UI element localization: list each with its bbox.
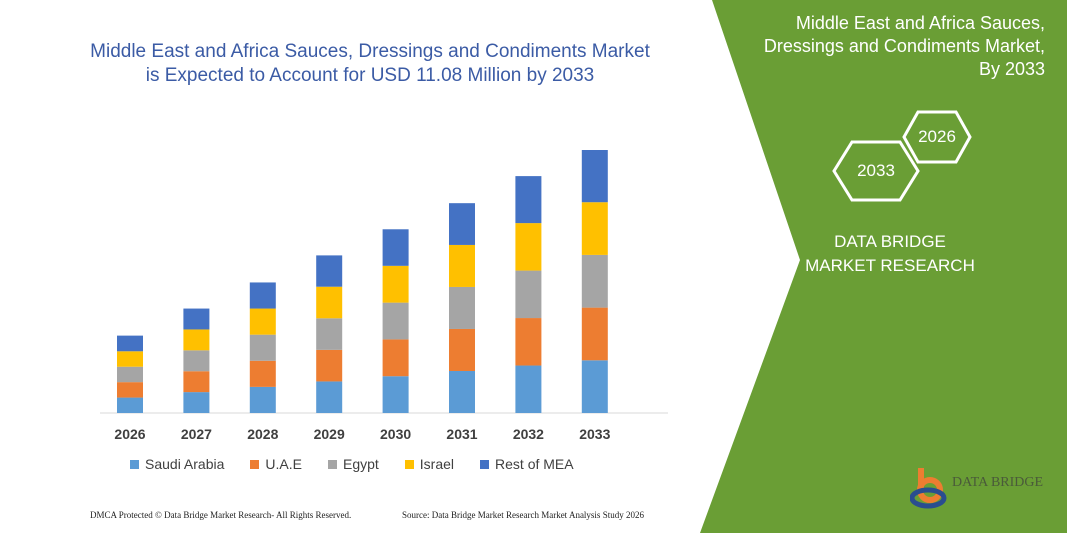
bar-segment-egypt-2028	[249, 334, 276, 361]
bar-segment-israel-2026	[117, 351, 143, 367]
legend-item: Israel	[404, 456, 454, 472]
bar-segment-egypt-2026	[117, 366, 143, 383]
footer-source: Source: Data Bridge Market Research Mark…	[402, 510, 644, 520]
x-tick-label: 2026	[114, 426, 146, 442]
bar-segment-rest-of-mea-2030	[382, 229, 409, 266]
bar-segment-u-a-e-2031	[449, 328, 475, 371]
brand-text: DATA BRIDGE MARKET RESEARCH	[805, 232, 975, 275]
bar-segment-u-a-e-2029	[316, 349, 343, 382]
bar-segment-israel-2031	[449, 244, 475, 287]
bar-segment-israel-2030	[382, 265, 409, 303]
x-tick-label: 2033	[579, 426, 611, 442]
bar-segment-saudi-arabia-2033	[581, 360, 608, 413]
bar-segment-saudi-arabia-2032	[515, 365, 542, 413]
bar-segment-saudi-arabia-2031	[449, 370, 475, 413]
x-tick-label: 2031	[446, 426, 478, 442]
logo-text: DATA BRIDGE	[952, 475, 1044, 490]
bar-segment-rest-of-mea-2033	[581, 150, 608, 203]
bar-segment-saudi-arabia-2026	[117, 397, 143, 413]
bar-segment-israel-2033	[581, 202, 608, 255]
bar-segment-israel-2027	[183, 329, 210, 351]
logo-icon	[910, 468, 947, 509]
bar-segment-u-a-e-2027	[183, 371, 210, 393]
bar-segment-saudi-arabia-2029	[316, 381, 343, 413]
bar-segment-egypt-2027	[183, 350, 210, 372]
legend: Saudi Arabia U.A.E Egypt Israel Rest of …	[130, 456, 574, 472]
bar-segment-rest-of-mea-2029	[316, 255, 343, 287]
chart-title: Middle East and Africa Sauces, Dressings…	[90, 41, 650, 86]
bar-segment-saudi-arabia-2030	[382, 376, 409, 413]
bar-segment-egypt-2033	[581, 254, 608, 308]
legend-item: Egypt	[327, 456, 379, 472]
hexagon-2026: 2026	[902, 110, 972, 164]
bar-segment-u-a-e-2033	[581, 307, 608, 361]
x-tick-label: 2030	[380, 426, 412, 442]
hex-label: 2026	[918, 127, 956, 146]
bar-segment-egypt-2030	[382, 302, 409, 340]
hex-label: 2033	[857, 161, 895, 180]
bar-segment-rest-of-mea-2031	[449, 203, 475, 245]
green-panel	[700, 0, 1067, 533]
legend-item: Saudi Arabia	[130, 456, 224, 472]
bar-segment-u-a-e-2030	[382, 339, 409, 377]
bar-segment-u-a-e-2032	[515, 318, 542, 366]
x-tick-label: 2028	[247, 426, 279, 442]
bar-segment-egypt-2029	[316, 318, 343, 350]
bar-segment-israel-2032	[515, 223, 542, 271]
x-tick-label: 2027	[180, 426, 212, 442]
bar-segment-u-a-e-2028	[249, 360, 276, 387]
bar-segment-egypt-2032	[515, 270, 542, 319]
x-tick-label: 2029	[313, 426, 345, 442]
bar-segment-rest-of-mea-2027	[183, 308, 210, 330]
bars	[117, 150, 608, 413]
footer-copyright: DMCA Protected © Data Bridge Market Rese…	[90, 510, 352, 520]
side-panel-title: Middle East and Africa Sauces, Dressings…	[763, 13, 1045, 79]
bar-segment-saudi-arabia-2028	[249, 386, 276, 413]
legend-item: Rest of MEA	[480, 456, 574, 472]
bar-segment-rest-of-mea-2032	[515, 176, 542, 224]
bar-segment-rest-of-mea-2026	[117, 335, 143, 352]
bar-segment-u-a-e-2026	[117, 382, 143, 398]
x-tick-label: 2032	[512, 426, 544, 442]
bar-segment-israel-2029	[316, 286, 343, 319]
bar-segment-rest-of-mea-2028	[249, 282, 276, 309]
hexagon-2033: 2033	[832, 140, 920, 202]
bar-segment-saudi-arabia-2027	[183, 392, 210, 413]
bar-segment-israel-2028	[249, 308, 276, 335]
legend-item: U.A.E	[250, 456, 302, 472]
bar-segment-egypt-2031	[449, 286, 475, 329]
